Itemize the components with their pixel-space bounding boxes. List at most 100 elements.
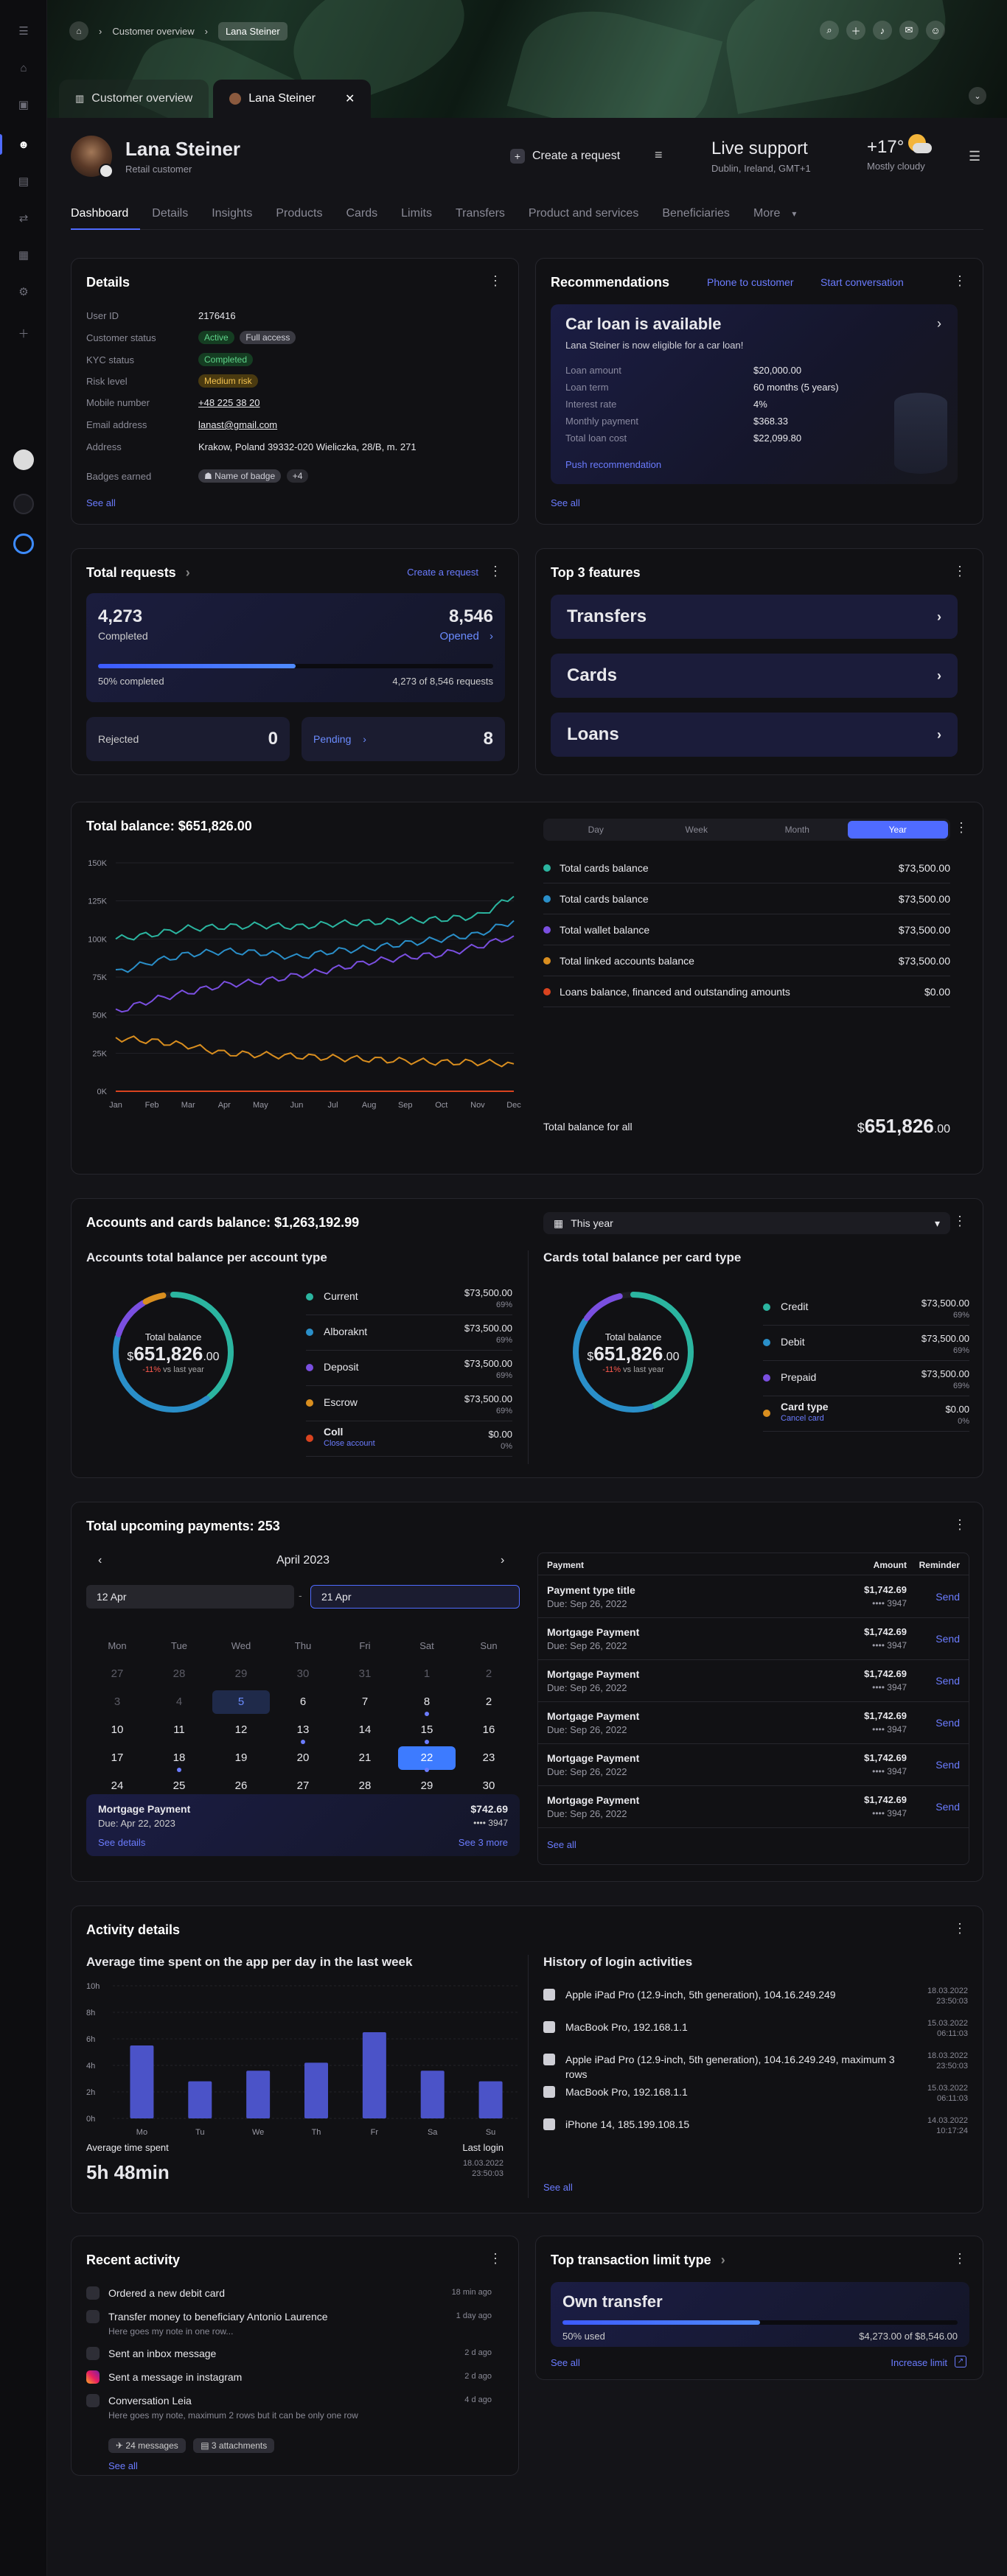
- calendar-day[interactable]: 18: [150, 1746, 208, 1772]
- reports-icon[interactable]: ▦: [18, 249, 29, 262]
- calendar-day[interactable]: 19: [234, 1751, 248, 1764]
- assistant-ring-icon[interactable]: [13, 533, 34, 554]
- more-vertical-icon[interactable]: ⋮: [953, 1921, 966, 1936]
- activity-bar[interactable]: [362, 2032, 386, 2118]
- create-request-link[interactable]: Create a request: [407, 567, 478, 578]
- next-month-icon[interactable]: ›: [501, 1554, 505, 1567]
- see-more-link[interactable]: See 3 more: [458, 1837, 508, 1848]
- increase-limit-link[interactable]: Increase limit: [891, 2357, 947, 2368]
- badge-more[interactable]: +4: [286, 469, 309, 483]
- nav-tab-beneficiaries[interactable]: Beneficiaries: [662, 207, 730, 220]
- calendar-day[interactable]: 16: [482, 1723, 495, 1736]
- prev-month-icon[interactable]: ‹: [98, 1554, 102, 1567]
- calendar-day[interactable]: 7: [361, 1695, 369, 1708]
- activity-bar[interactable]: [478, 2081, 503, 2118]
- send-reminder-button[interactable]: Send: [935, 1759, 960, 1771]
- calendar-day[interactable]: 8: [398, 1690, 456, 1716]
- detail-value[interactable]: +48 225 38 20: [198, 397, 260, 408]
- nav-tab-more[interactable]: More: [753, 207, 781, 220]
- breadcrumb-item[interactable]: Customer overview: [112, 25, 195, 37]
- home-icon[interactable]: ⌂: [69, 21, 88, 41]
- breadcrumb-current[interactable]: Lana Steiner: [217, 21, 288, 41]
- period-day[interactable]: Day: [588, 825, 604, 835]
- activity-bar[interactable]: [246, 2071, 271, 2118]
- date-from-input[interactable]: 12 Apr: [86, 1585, 294, 1609]
- side-menu-icon[interactable]: ☰: [969, 149, 981, 164]
- calendar-day[interactable]: 21: [358, 1751, 372, 1764]
- chevron-right-icon[interactable]: ›: [937, 316, 941, 331]
- period-week[interactable]: Week: [685, 825, 708, 835]
- nav-tab-transfers[interactable]: Transfers: [455, 207, 505, 220]
- calendar-day[interactable]: 27: [296, 1779, 310, 1792]
- chevron-down-icon[interactable]: ⌄: [969, 87, 986, 105]
- calendar-day[interactable]: 31: [358, 1667, 372, 1680]
- more-vertical-icon[interactable]: ⋮: [489, 2251, 502, 2266]
- limit-title[interactable]: Top transaction limit type ›: [551, 2253, 725, 2267]
- period-dropdown[interactable]: ▦ This year ▾: [543, 1212, 950, 1234]
- date-to-input[interactable]: 21 Apr: [310, 1585, 520, 1609]
- messages-chip[interactable]: ✈ 24 messages: [108, 2438, 186, 2453]
- profile-icon[interactable]: ☺: [926, 21, 945, 40]
- calendar-day[interactable]: 4: [175, 1695, 183, 1708]
- period-year[interactable]: Year: [847, 821, 948, 839]
- send-reminder-button[interactable]: Send: [935, 1591, 960, 1603]
- calendar-day[interactable]: 24: [111, 1779, 124, 1792]
- calendar-day[interactable]: 3: [114, 1695, 121, 1708]
- calendar-day[interactable]: 13: [274, 1718, 332, 1744]
- feature-cards[interactable]: Cards ›: [551, 654, 958, 698]
- rejected-box[interactable]: Rejected 0: [86, 717, 290, 761]
- cards-icon[interactable]: ▤: [18, 175, 29, 188]
- create-request-button[interactable]: + Create a request: [510, 149, 620, 164]
- calendar-day[interactable]: 2: [485, 1667, 492, 1680]
- send-reminder-button[interactable]: Send: [935, 1633, 960, 1645]
- see-all-link[interactable]: See all: [108, 2460, 138, 2471]
- more-vertical-icon[interactable]: ⋮: [955, 820, 968, 835]
- nav-tab-products[interactable]: Products: [276, 207, 323, 220]
- limit-box[interactable]: Own transfer 50% used $4,273.00 of $8,54…: [551, 2282, 969, 2347]
- see-details-link[interactable]: See details: [98, 1837, 146, 1848]
- home-icon[interactable]: ⌂: [20, 61, 27, 74]
- tab-lana-steiner[interactable]: Lana Steiner ✕: [213, 80, 372, 118]
- calendar-day[interactable]: 6: [299, 1695, 307, 1708]
- calendar-day[interactable]: 28: [173, 1667, 186, 1680]
- calendar-day[interactable]: 30: [296, 1667, 310, 1680]
- add-icon[interactable]: ＋: [846, 21, 865, 40]
- assistant-avatar[interactable]: [13, 449, 34, 470]
- feature-transfers[interactable]: Transfers ›: [551, 595, 958, 639]
- notification-icon[interactable]: ♪: [873, 21, 892, 40]
- nav-tab-details[interactable]: Details: [152, 207, 189, 220]
- send-reminder-button[interactable]: Send: [935, 1717, 960, 1729]
- activity-bar[interactable]: [420, 2071, 445, 2118]
- see-all-link[interactable]: See all: [543, 2182, 573, 2193]
- see-all-link[interactable]: See all: [551, 2357, 580, 2368]
- customers-icon[interactable]: ☻: [18, 138, 29, 151]
- calendar-day[interactable]: 27: [111, 1667, 124, 1680]
- calendar-day[interactable]: 28: [358, 1779, 372, 1792]
- pending-box[interactable]: Pending › 8: [302, 717, 505, 761]
- status-avatar[interactable]: [13, 494, 34, 514]
- tab-customer-overview[interactable]: ▥ Customer overview: [59, 80, 209, 118]
- nav-tab-dashboard[interactable]: Dashboard: [71, 203, 141, 230]
- calendar-day[interactable]: 30: [482, 1779, 495, 1792]
- push-recommendation-link[interactable]: Push recommendation: [565, 459, 662, 470]
- expand-menu-icon[interactable]: ☰: [18, 25, 29, 38]
- wallet-icon[interactable]: ▣: [18, 99, 29, 111]
- calendar-day[interactable]: 10: [111, 1723, 124, 1736]
- send-reminder-button[interactable]: Send: [935, 1675, 960, 1687]
- more-vertical-icon[interactable]: ⋮: [489, 273, 502, 288]
- nav-tab-insights[interactable]: Insights: [212, 207, 253, 220]
- add-icon[interactable]: ＋: [18, 327, 29, 340]
- attachments-chip[interactable]: ▤ 3 attachments: [193, 2438, 275, 2453]
- nav-tab-limits[interactable]: Limits: [401, 207, 432, 220]
- more-vertical-icon[interactable]: ⋮: [953, 273, 966, 288]
- chevron-down-icon[interactable]: ▾: [792, 209, 797, 219]
- nav-tab-cards[interactable]: Cards: [346, 207, 378, 220]
- external-link-icon[interactable]: ↗: [955, 2356, 966, 2367]
- close-icon[interactable]: ✕: [344, 93, 355, 105]
- calendar-day[interactable]: 23: [482, 1751, 495, 1764]
- see-all-link[interactable]: See all: [547, 1839, 576, 1850]
- search-icon[interactable]: ⌕: [820, 21, 839, 40]
- calendar-day[interactable]: 29: [234, 1667, 248, 1680]
- list-menu-icon[interactable]: ≡: [655, 147, 663, 162]
- more-vertical-icon[interactable]: ⋮: [953, 1214, 966, 1228]
